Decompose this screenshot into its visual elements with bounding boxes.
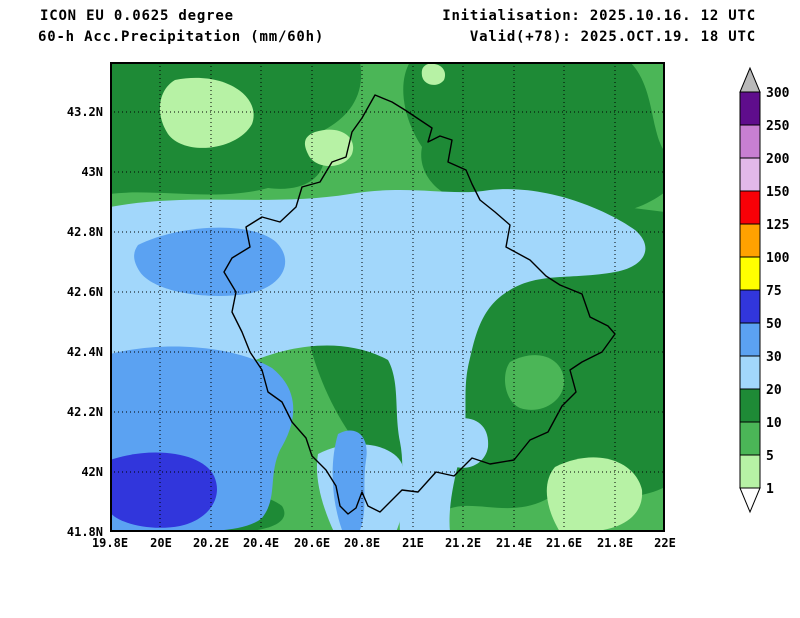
valid-time: Valid(+78): 2025.OCT.19. 18 UTC — [469, 29, 756, 45]
country-border-kosovo — [223, 94, 616, 515]
colorbar-label: 20 — [766, 383, 782, 398]
colorbar-label: 5 — [766, 449, 774, 464]
contour-mid-green-hole — [504, 355, 565, 410]
colorbar: 300 250 200 150 125 100 75 50 30 20 10 5… — [738, 66, 800, 530]
colorbar-label: 100 — [766, 251, 790, 266]
x-tick-label: 22E — [654, 536, 676, 550]
contour-dark-green-northeast — [403, 62, 665, 218]
colorbar-label: 75 — [766, 284, 782, 299]
colorbar-over-triangle — [739, 66, 761, 93]
y-tick-label: 42.6N — [66, 285, 103, 299]
colorbar-seg-30-50 — [739, 322, 761, 357]
colorbar-label: 125 — [766, 218, 789, 233]
map-frame — [110, 62, 665, 532]
x-tick-label: 21.8E — [596, 536, 634, 550]
colorbar-label: 50 — [766, 317, 782, 332]
colorbar-label: 300 — [766, 86, 790, 101]
model-title: ICON EU 0.0625 degree — [40, 8, 234, 24]
x-tick-label: 21.4E — [495, 536, 533, 550]
product-title: 60-h Acc.Precipitation (mm/60h) — [38, 29, 325, 45]
colorbar-label: 1 — [766, 482, 774, 497]
colorbar-seg-100-125 — [739, 223, 761, 258]
colorbar-seg-150-200 — [739, 157, 761, 192]
colorbar-seg-200-250 — [739, 124, 761, 159]
y-tick-label: 41.8N — [66, 525, 103, 539]
x-tick-label: 21E — [402, 536, 424, 550]
x-tick-label: 20E — [150, 536, 172, 550]
colorbar-label: 30 — [766, 350, 782, 365]
colorbar-seg-10-20 — [739, 388, 761, 423]
colorbar-label: 150 — [766, 185, 790, 200]
x-tick-label: 19.8E — [91, 536, 129, 550]
y-tick-label: 42.8N — [66, 225, 103, 239]
colorbar-seg-5-10 — [739, 421, 761, 456]
y-tick-label: 43.2N — [66, 105, 103, 119]
colorbar-seg-75-100 — [739, 256, 761, 291]
initialisation-time: Initialisation: 2025.10.16. 12 UTC — [442, 8, 756, 24]
colorbar-seg-50-75 — [739, 289, 761, 324]
map-plot-area — [110, 62, 665, 532]
y-tick-label: 42N — [81, 465, 103, 479]
contour-mid-blue-west — [134, 227, 286, 296]
graticule-grid — [110, 62, 665, 532]
contour-light-green-northwest — [159, 77, 254, 148]
colorbar-seg-250-300 — [739, 91, 761, 126]
contour-light-blue-pocket — [439, 418, 489, 468]
x-tick-label: 20.6E — [293, 536, 331, 550]
y-tick-label: 43N — [81, 165, 103, 179]
colorbar-svg: 300 250 200 150 125 100 75 50 30 20 10 5… — [739, 66, 790, 514]
x-tick-label: 21.2E — [444, 536, 482, 550]
x-tick-label: 20.2E — [192, 536, 230, 550]
contour-light-green-southeast — [546, 457, 643, 532]
contour-light-green-top-small — [421, 63, 446, 85]
y-tick-label: 42.2N — [66, 405, 103, 419]
colorbar-label: 200 — [766, 152, 790, 167]
precipitation-map — [110, 62, 665, 532]
colorbar-label: 250 — [766, 119, 790, 134]
x-tick-label: 20.8E — [343, 536, 381, 550]
x-tick-label: 20.4E — [242, 536, 280, 550]
colorbar-seg-20-30 — [739, 355, 761, 390]
colorbar-under-triangle — [739, 487, 761, 514]
colorbar-seg-1-5 — [739, 454, 761, 489]
y-tick-label: 42.4N — [66, 345, 103, 359]
colorbar-label: 10 — [766, 416, 782, 431]
contour-mid-blue-strip — [332, 430, 367, 530]
contour-light-green-north-small — [304, 129, 354, 166]
contour-deep-blue-southwest — [110, 452, 217, 528]
colorbar-seg-125-150 — [739, 190, 761, 225]
x-tick-label: 21.6E — [545, 536, 583, 550]
